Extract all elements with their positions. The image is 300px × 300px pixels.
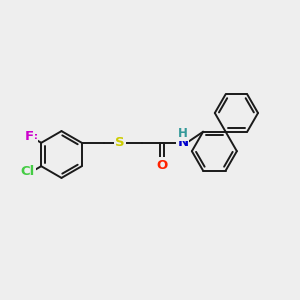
Text: N: N bbox=[177, 136, 188, 149]
Text: S: S bbox=[115, 136, 125, 149]
Text: F: F bbox=[25, 130, 34, 142]
Text: F: F bbox=[28, 133, 38, 146]
Text: Cl: Cl bbox=[21, 165, 35, 178]
Text: H: H bbox=[178, 127, 188, 140]
Text: O: O bbox=[156, 158, 167, 172]
